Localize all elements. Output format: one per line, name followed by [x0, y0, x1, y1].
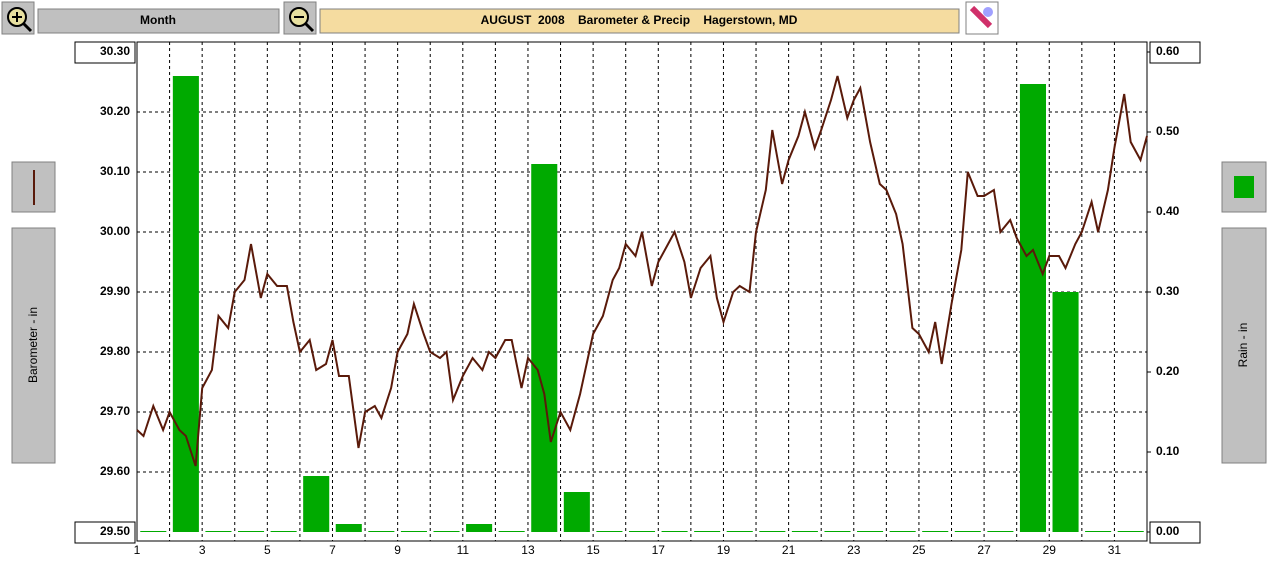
title-box [319, 8, 960, 34]
rain-bar [270, 531, 297, 532]
print-button[interactable] [965, 1, 999, 35]
x-tick-label: 11 [457, 543, 470, 557]
y-tick-box [74, 521, 136, 544]
rain-bar [596, 531, 623, 532]
x-tick-label: 23 [847, 543, 861, 557]
y-tick-label: 30.20 [100, 104, 130, 118]
y-tick-label: 30.10 [100, 164, 130, 178]
rain-bar [1019, 84, 1046, 532]
x-tick-label: 25 [912, 543, 926, 557]
rain-bar [889, 531, 916, 532]
y-tick-label: 29.80 [100, 344, 130, 358]
rain-bar [987, 531, 1014, 532]
x-tick-label: 15 [586, 543, 600, 557]
rain-bar [694, 531, 721, 532]
y-tick-box [74, 41, 136, 64]
y2-label-box [1221, 227, 1267, 464]
x-tick-label: 21 [782, 543, 796, 557]
y-tick-label: 29.60 [100, 464, 130, 478]
y2-tick-label: 0.40 [1156, 204, 1180, 218]
x-tick-label: 1 [134, 543, 141, 557]
rain-bar [824, 531, 851, 532]
y-tick-label: 30.30 [100, 44, 130, 58]
rain-bar [922, 531, 949, 532]
x-tick-label: 9 [394, 543, 401, 557]
rain-bar [1085, 531, 1112, 532]
y2-tick-label: 0.30 [1156, 284, 1180, 298]
rain-bar [205, 531, 232, 532]
zoom-out-button[interactable] [283, 1, 317, 35]
rain-bar [172, 76, 199, 532]
x-tick-label: 29 [1043, 543, 1057, 557]
x-tick-label: 7 [329, 543, 336, 557]
x-tick-label: 27 [977, 543, 991, 557]
rain-bar [661, 531, 688, 532]
x-tick-label: 5 [264, 543, 271, 557]
barometer-legend-button[interactable] [11, 161, 56, 213]
rain-legend-button[interactable] [1221, 161, 1267, 213]
y2-axis-label: Rain - in [1236, 323, 1250, 368]
x-tick-label: 13 [521, 543, 535, 557]
y2-tick-label: 0.00 [1156, 524, 1180, 538]
rain-bar [1117, 531, 1144, 532]
rain-bar [140, 531, 167, 532]
period-label[interactable]: Month [140, 13, 176, 27]
rain-bar [791, 531, 818, 532]
chart-title: AUGUST 2008 Barometer & Precip Hagerstow… [481, 13, 798, 27]
y2-tick-label: 0.50 [1156, 124, 1180, 138]
zoom-in-button[interactable] [1, 1, 35, 35]
rain-bar [1052, 292, 1079, 532]
rain-bar [335, 524, 362, 532]
rain-bar [238, 531, 265, 532]
y-tick-label: 30.00 [100, 224, 130, 238]
rain-bar [531, 164, 558, 532]
y-tick-label: 29.50 [100, 524, 130, 538]
x-tick-label: 31 [1108, 543, 1122, 557]
x-tick-label: 17 [652, 543, 666, 557]
rain-bar [726, 531, 753, 532]
x-tick-label: 3 [199, 543, 206, 557]
y2-tick-box [1149, 41, 1201, 64]
rain-bar [433, 531, 460, 532]
rain-bar [628, 531, 656, 532]
rain-bar [857, 531, 884, 532]
y2-tick-label: 0.10 [1156, 444, 1180, 458]
rain-bar [368, 531, 395, 532]
y-axis-label: Barometer - in [26, 307, 40, 383]
rain-bar [466, 524, 493, 532]
y-tick-label: 29.70 [100, 404, 130, 418]
rain-bar [303, 476, 330, 532]
rain-bar [563, 492, 590, 532]
period-button[interactable]: Month [37, 8, 280, 34]
y2-tick-box [1149, 521, 1201, 544]
y2-tick-label: 0.60 [1156, 44, 1180, 58]
barometer-line [136, 75, 1148, 467]
x-tick-label: 19 [717, 543, 731, 557]
y2-tick-label: 0.20 [1156, 364, 1180, 378]
rain-bar [759, 531, 786, 532]
y-tick-label: 29.90 [100, 284, 130, 298]
rain-bar [954, 531, 981, 532]
rain-bar [400, 531, 427, 532]
rain-bar [498, 531, 525, 532]
y-label-box [11, 227, 56, 464]
